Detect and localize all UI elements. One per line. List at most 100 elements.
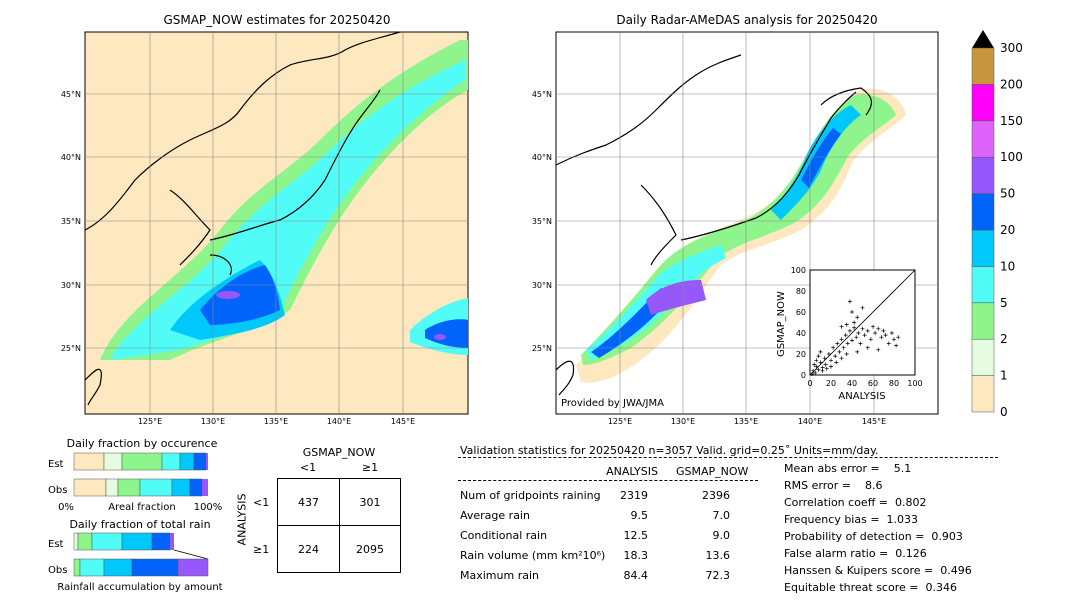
left-map-title: GSMAP_NOW estimates for 20250420 — [163, 13, 391, 27]
lat-label: 25°N — [61, 344, 81, 353]
score-line: Correlation coeff = 0.802 — [784, 496, 927, 509]
colorbar-label: 20 — [1000, 223, 1015, 237]
scatter-point — [881, 328, 886, 333]
contingency-row-axis: ANALYSIS — [235, 493, 249, 546]
stats-rows: Num of gridpoints raining 2319 2396 Aver… — [460, 489, 750, 589]
stats-row: Conditional rain 12.5 9.0 — [460, 529, 750, 549]
contingency-grid: 437 301 224 2095 — [277, 478, 401, 573]
scatter-xtick: 0 — [807, 379, 812, 388]
scatter-point — [896, 335, 901, 340]
lon-label: 135°E — [734, 417, 758, 425]
scatter-point — [883, 333, 888, 338]
scatter-point — [826, 352, 831, 356]
colorbar-segment — [971, 375, 995, 413]
lon-label: 135°E — [264, 417, 288, 425]
right-map-title: Daily Radar-AMeDAS analysis for 20250420 — [616, 13, 878, 27]
est-bar — [73, 452, 208, 471]
colorbar-segment — [971, 229, 995, 267]
scatter-point — [812, 362, 817, 367]
scatter-point — [833, 354, 838, 359]
stats-row: Rain volume (mm km²10⁶) 18.3 13.6 — [460, 549, 750, 569]
scatter-point — [837, 349, 842, 354]
total-bars: Est Obs Rainfall accumulation by amount — [48, 532, 223, 593]
scatter-point — [814, 364, 819, 369]
lon-label: 140°E — [327, 417, 351, 425]
scatter-ytick: 20 — [796, 350, 806, 359]
scatter-point — [862, 333, 867, 338]
stats-analysis: 2319 — [620, 489, 648, 502]
contingency-row-label: <1 — [253, 496, 270, 509]
scatter-point — [894, 343, 899, 348]
total-title: Daily fraction of total rain — [69, 518, 211, 531]
scatter-point — [822, 356, 827, 361]
lon-label: 145°E — [862, 417, 886, 425]
contingency-cell: 301 — [359, 496, 381, 509]
scatter-point — [845, 341, 850, 346]
scatter-point — [854, 335, 859, 340]
scatter-point — [847, 328, 852, 333]
scatter-point — [850, 310, 854, 314]
scatter-xtick: 20 — [826, 379, 836, 388]
scatter-point — [850, 338, 854, 343]
score-line: Hanssen & Kuipers score = 0.496 — [784, 564, 972, 577]
colorbar-label: 150 — [1000, 114, 1023, 128]
scatter-point — [824, 366, 829, 371]
contingency-col-label: ≥1 — [361, 461, 379, 474]
scatter-point — [831, 345, 836, 350]
credit-text: Provided by JWA/JMA — [561, 398, 664, 409]
scatter-ytick: 40 — [796, 329, 806, 338]
lat-label: 30°N — [61, 281, 81, 290]
lat-label: 45°N — [61, 90, 81, 99]
scatter-ytick: 60 — [796, 308, 806, 317]
lon-label: 145°E — [391, 417, 415, 425]
lon-label: 140°E — [798, 417, 822, 425]
colorbar-label: 10 — [1000, 259, 1015, 273]
colorbar-segment — [971, 156, 995, 194]
row-label: Obs — [48, 485, 67, 496]
stats-label: Conditional rain — [460, 529, 548, 542]
scatter-point — [871, 324, 875, 329]
axis-bottom: Rainfall accumulation by amount — [57, 582, 222, 593]
contingency-col-label: <1 — [299, 461, 317, 474]
stats-row: Maximum rain 84.4 72.3 — [460, 569, 750, 589]
scores-list: Mean abs error = 5.1 RMS error = 8.6 Cor… — [784, 462, 1024, 598]
scatter-point — [855, 349, 860, 354]
scatter-point — [860, 326, 865, 331]
axis-right: 100% — [194, 502, 223, 513]
colorbar-label: 200 — [1000, 77, 1023, 91]
scatter-point — [889, 331, 894, 335]
scatter-ytick: 100 — [791, 266, 806, 275]
scatter-point — [839, 337, 844, 342]
lat-label: 25°N — [532, 344, 552, 353]
scatter-point — [820, 368, 825, 373]
score-line: Frequency bias = 1.033 — [784, 513, 919, 526]
scatter-point — [852, 320, 857, 325]
score-line: RMS error = 8.6 — [784, 479, 883, 492]
colorbar-segment — [971, 47, 995, 85]
scatter-xtick: 80 — [889, 379, 899, 388]
scatter-point — [818, 349, 823, 354]
colorbar-segment — [971, 266, 995, 304]
scatter-point — [892, 337, 896, 342]
scatter-point — [847, 299, 852, 304]
divider — [458, 457, 998, 458]
coastline — [555, 54, 742, 166]
scatter-point — [876, 326, 881, 331]
axis-mid: Areal fraction — [108, 502, 175, 513]
scatter-point — [858, 341, 863, 346]
scatter-point — [879, 335, 884, 340]
colorbar-label: 300 — [1000, 41, 1023, 55]
scatter-ylabel: GSMAP_NOW — [776, 291, 787, 357]
scatter-point — [868, 337, 873, 342]
stats-analysis: 18.3 — [623, 549, 649, 562]
colorbar-label: 50 — [1000, 187, 1015, 201]
stats-row: Num of gridpoints raining 2319 2396 — [460, 489, 750, 509]
stats-label: Average rain — [460, 509, 530, 522]
axis-left: 0% — [58, 502, 74, 513]
stats-label: Num of gridpoints raining — [460, 489, 601, 502]
diagonal-line — [809, 269, 916, 376]
colorbar-segment — [971, 338, 995, 376]
contingency-cell: 437 — [298, 496, 319, 509]
lat-label: 35°N — [61, 217, 81, 226]
occurrence-bars: Est Obs 0% Areal fraction 100% — [48, 452, 223, 513]
